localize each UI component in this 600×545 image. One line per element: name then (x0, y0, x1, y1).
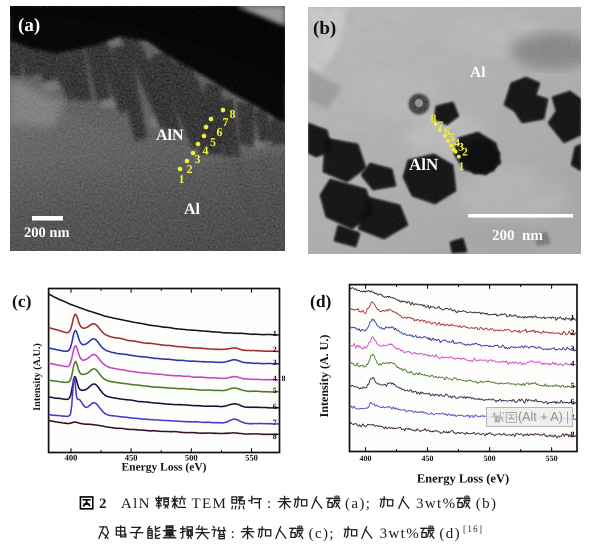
svg-text:4: 4 (571, 359, 575, 368)
svg-text:7: 7 (223, 115, 229, 129)
svg-text:5: 5 (273, 386, 277, 395)
svg-text:AlN: AlN (409, 155, 439, 174)
svg-text:450: 450 (125, 453, 138, 463)
svg-text:Al: Al (184, 201, 201, 218)
svg-text:Intensity (A. U.): Intensity (A. U.) (317, 335, 331, 418)
svg-text:3: 3 (273, 358, 277, 367)
svg-text:8: 8 (273, 432, 277, 441)
svg-text:(a): (a) (18, 15, 40, 36)
svg-text:7: 7 (273, 418, 277, 427)
svg-text:(c): (c) (12, 291, 32, 311)
svg-text:1: 1 (459, 161, 465, 173)
svg-text:550: 550 (245, 453, 258, 463)
svg-text:4: 4 (454, 138, 460, 150)
svg-text:8: 8 (282, 374, 286, 383)
svg-text:3: 3 (571, 344, 575, 353)
svg-text:500: 500 (484, 454, 496, 463)
svg-text:2: 2 (571, 328, 575, 337)
svg-text:450: 450 (422, 454, 434, 463)
svg-text:7: 7 (438, 120, 444, 132)
svg-text:500: 500 (185, 453, 198, 463)
svg-text:8: 8 (230, 107, 236, 121)
svg-text:3: 3 (458, 142, 464, 154)
svg-text:1: 1 (273, 329, 277, 338)
svg-text:5: 5 (571, 381, 575, 390)
svg-text:AlN: AlN (156, 127, 184, 144)
svg-text:Energy Loss (eV): Energy Loss (eV) (122, 462, 207, 474)
svg-text:550: 550 (546, 454, 558, 463)
svg-text:Al: Al (470, 64, 486, 81)
svg-text:Intensity (A.U.): Intensity (A.U.) (32, 343, 43, 411)
svg-text:(b): (b) (313, 18, 336, 39)
svg-text:8: 8 (571, 430, 575, 439)
svg-text:3: 3 (195, 152, 201, 166)
svg-text:2: 2 (462, 147, 468, 159)
svg-text:200 nm: 200 nm (24, 225, 70, 241)
svg-text:1: 1 (571, 313, 575, 322)
svg-text:4: 4 (273, 374, 277, 383)
svg-text:5: 5 (210, 135, 216, 149)
svg-text:1: 1 (179, 172, 185, 186)
svg-text:2: 2 (273, 345, 277, 354)
svg-text:6: 6 (571, 397, 575, 406)
svg-text:400: 400 (360, 454, 372, 463)
svg-text:200 nm: 200 nm (492, 228, 543, 244)
svg-text:(d): (d) (310, 291, 332, 311)
svg-text:8: 8 (431, 113, 437, 125)
svg-text:400: 400 (65, 453, 78, 463)
svg-text:5: 5 (449, 132, 455, 144)
svg-text:6: 6 (217, 125, 223, 139)
svg-text:2: 2 (187, 162, 193, 176)
svg-text:4: 4 (203, 144, 209, 158)
svg-text:Energy Loss (eV): Energy Loss (eV) (417, 472, 509, 486)
svg-text:6: 6 (444, 126, 450, 138)
svg-text:6: 6 (273, 402, 277, 411)
